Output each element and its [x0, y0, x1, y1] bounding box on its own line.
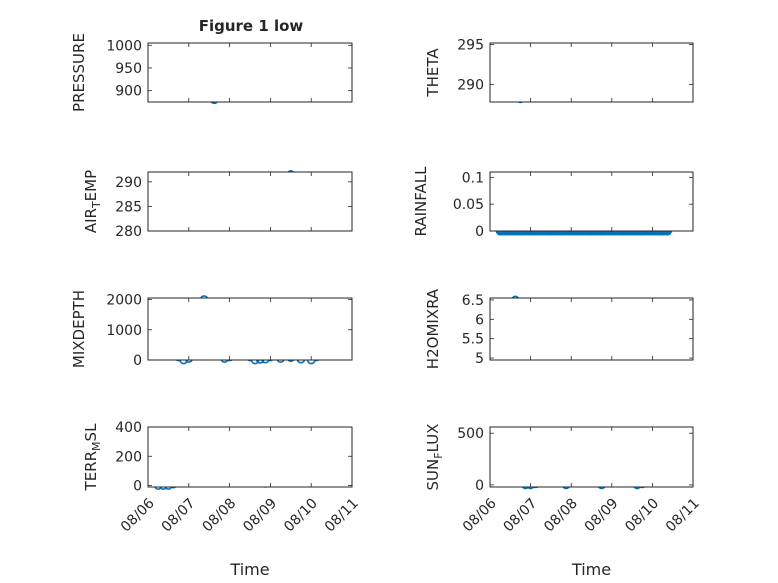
sun-flux-x-tick-label: 08/06 [460, 495, 500, 535]
figure-title: Figure 1 low [199, 17, 304, 35]
air-temp-y-label: AIRTEMP [82, 170, 103, 233]
subplots: 900 950 1000 PRESSURE 290 295 THETA 280 285 290 AI… [70, 33, 703, 579]
rainfall-y-tick-label: 0.1 [462, 170, 484, 186]
sun-flux-y-tick-label: 0 [475, 478, 484, 494]
mixdepth-y-tick-label: 0 [133, 353, 142, 369]
h2omixra-y-tick-label: 6 [475, 312, 484, 328]
terr-msl-y-tick-label: 400 [115, 420, 142, 436]
terr-msl-x-tick-label: 08/07 [159, 495, 199, 535]
theta-y-tick-label: 290 [457, 77, 484, 93]
terr-msl-x-tick-label: 08/06 [118, 495, 158, 535]
h2omixra-y-tick-label: 6.5 [462, 293, 484, 309]
theta-axes-frame [489, 42, 694, 103]
subplot-h2omixra: 5 5.5 6 6.5 H2OMIXRA [424, 288, 694, 369]
terr-msl-x-tick-label: 08/08 [200, 495, 240, 535]
subplot-pressure: 900 950 1000 PRESSURE [70, 33, 353, 112]
sun-flux-x-label: Time [571, 560, 611, 579]
subplot-mixdepth: 0 1000 2000 MIXDEPTH [70, 290, 353, 369]
air-temp-axes-frame [147, 171, 353, 232]
subplot-terr-msl: 0 200 400 08/06 08/07 08/08 08/09 08/10 08/11 TER… [82, 420, 362, 579]
mixdepth-y-tick-label: 1000 [106, 323, 142, 339]
sun-flux-axes-frame [489, 426, 694, 488]
h2omixra-y-tick-label: 5.5 [462, 332, 484, 348]
pressure-axes-frame [147, 42, 353, 103]
theta-y-label: THETA [424, 48, 442, 98]
sun-flux-y-tick-label: 500 [457, 426, 484, 442]
terr-msl-x-label: Time [229, 560, 269, 579]
sun-flux-x-tick-label: 08/09 [582, 495, 622, 535]
rainfall-axes-frame [489, 171, 694, 232]
theta-y-tick-label: 295 [457, 38, 484, 54]
sun-flux-y-label: SUNFLUX [424, 424, 445, 491]
subplot-rainfall: 0 0.05 0.1 RAINFALL [412, 166, 694, 240]
terr-msl-y-tick-label: 200 [115, 449, 142, 465]
terr-msl-y-tick-label: 0 [133, 479, 142, 495]
h2omixra-y-tick-label: 5 [475, 351, 484, 367]
sun-flux-x-tick-label: 08/11 [663, 495, 703, 535]
subplot-sun-flux: 0 500 08/06 08/07 08/08 08/09 08/10 08/11 SUNFLU… [424, 424, 703, 579]
subplot-theta: 290 295 THETA [424, 38, 694, 104]
rainfall-y-tick-label: 0.05 [453, 197, 484, 213]
pressure-y-label: PRESSURE [70, 33, 88, 112]
terr-msl-axes-frame [147, 426, 353, 488]
sun-flux-x-tick-label: 08/10 [622, 495, 662, 535]
sun-flux-x-tick-label: 08/07 [501, 495, 541, 535]
h2omixra-axes-frame [489, 297, 694, 361]
terr-msl-x-tick-label: 08/11 [322, 495, 362, 535]
pressure-y-tick-label: 950 [115, 61, 142, 77]
sun-flux-x-tick-label: 08/08 [541, 495, 581, 535]
terr-msl-x-tick-label: 08/09 [240, 495, 280, 535]
h2omixra-y-label: H2OMIXRA [424, 288, 442, 369]
subplot-air-temp: 280 285 290 AIRTEMP [82, 170, 353, 240]
air-temp-y-tick-label: 290 [115, 175, 142, 191]
mixdepth-axes-frame [147, 297, 353, 361]
mixdepth-y-tick-label: 2000 [106, 293, 142, 309]
pressure-y-tick-label: 900 [115, 84, 142, 100]
rainfall-y-label: RAINFALL [412, 166, 430, 237]
rainfall-y-tick-label: 0 [475, 224, 484, 240]
air-temp-y-tick-label: 280 [115, 224, 142, 240]
mixdepth-y-label: MIXDEPTH [70, 290, 88, 368]
terr-msl-x-tick-label: 08/10 [281, 495, 321, 535]
terr-msl-y-label: TERRMSL [82, 423, 103, 492]
air-temp-y-tick-label: 285 [115, 199, 142, 215]
pressure-y-tick-label: 1000 [106, 38, 142, 54]
